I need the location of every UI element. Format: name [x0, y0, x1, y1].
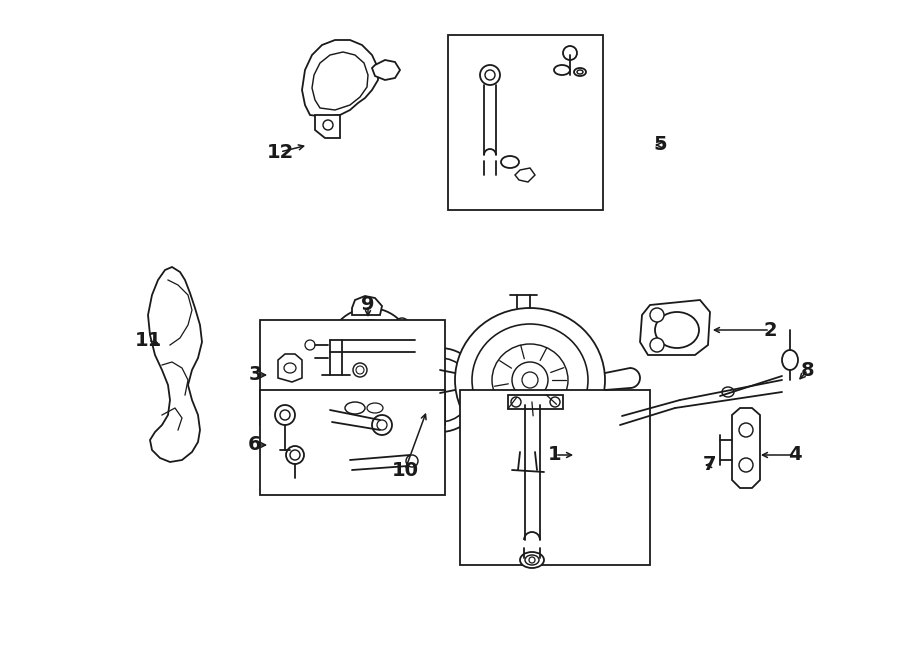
Ellipse shape: [356, 366, 364, 374]
Ellipse shape: [406, 455, 418, 467]
Bar: [448, 35, 603, 210]
Polygon shape: [515, 168, 535, 182]
Ellipse shape: [480, 65, 500, 85]
Ellipse shape: [485, 70, 495, 80]
Ellipse shape: [511, 397, 521, 407]
Polygon shape: [608, 402, 640, 422]
Text: 3: 3: [248, 366, 262, 385]
Ellipse shape: [529, 557, 535, 563]
Ellipse shape: [782, 350, 798, 370]
Polygon shape: [640, 300, 710, 355]
Ellipse shape: [512, 362, 548, 398]
Ellipse shape: [275, 405, 295, 425]
Ellipse shape: [323, 120, 333, 130]
Bar: [260, 320, 445, 425]
Ellipse shape: [286, 446, 304, 464]
Text: 9: 9: [361, 295, 374, 315]
Text: 10: 10: [392, 461, 418, 479]
Ellipse shape: [492, 344, 568, 416]
Ellipse shape: [345, 402, 365, 414]
Polygon shape: [148, 267, 202, 462]
Bar: [508, 395, 563, 409]
Text: 12: 12: [266, 143, 293, 161]
Text: 5: 5: [653, 136, 667, 155]
Ellipse shape: [525, 555, 539, 565]
Text: 4: 4: [788, 446, 802, 465]
Ellipse shape: [353, 363, 367, 377]
Ellipse shape: [455, 308, 605, 452]
Ellipse shape: [367, 403, 383, 413]
Ellipse shape: [554, 65, 570, 75]
Text: 8: 8: [801, 360, 814, 379]
Ellipse shape: [739, 423, 753, 437]
Ellipse shape: [395, 318, 409, 332]
Ellipse shape: [574, 68, 586, 76]
Text: 2: 2: [763, 321, 777, 340]
Ellipse shape: [280, 410, 290, 420]
Text: 11: 11: [134, 330, 162, 350]
Ellipse shape: [520, 552, 544, 568]
Ellipse shape: [577, 70, 583, 74]
Ellipse shape: [722, 387, 734, 397]
Ellipse shape: [739, 458, 753, 472]
Ellipse shape: [328, 308, 412, 392]
Ellipse shape: [650, 338, 664, 352]
Polygon shape: [312, 52, 368, 110]
Ellipse shape: [655, 312, 699, 348]
Ellipse shape: [305, 340, 315, 350]
Ellipse shape: [408, 358, 472, 422]
Text: 6: 6: [248, 436, 262, 455]
Ellipse shape: [501, 156, 519, 168]
Ellipse shape: [398, 348, 482, 432]
Ellipse shape: [340, 320, 400, 380]
Polygon shape: [315, 115, 340, 138]
Bar: [260, 390, 445, 495]
Ellipse shape: [290, 450, 300, 460]
Ellipse shape: [331, 365, 345, 379]
Ellipse shape: [391, 373, 405, 387]
Text: 1: 1: [548, 446, 562, 465]
Polygon shape: [372, 60, 400, 80]
Ellipse shape: [522, 372, 538, 388]
Ellipse shape: [472, 324, 588, 436]
Polygon shape: [352, 296, 382, 315]
Ellipse shape: [650, 308, 664, 322]
Bar: [460, 390, 650, 565]
Ellipse shape: [563, 46, 577, 60]
Ellipse shape: [284, 363, 296, 373]
Text: 7: 7: [703, 455, 716, 475]
Polygon shape: [302, 40, 378, 117]
Ellipse shape: [377, 420, 387, 430]
Ellipse shape: [372, 415, 392, 435]
Polygon shape: [278, 354, 302, 382]
Ellipse shape: [550, 397, 560, 407]
Polygon shape: [732, 408, 760, 488]
